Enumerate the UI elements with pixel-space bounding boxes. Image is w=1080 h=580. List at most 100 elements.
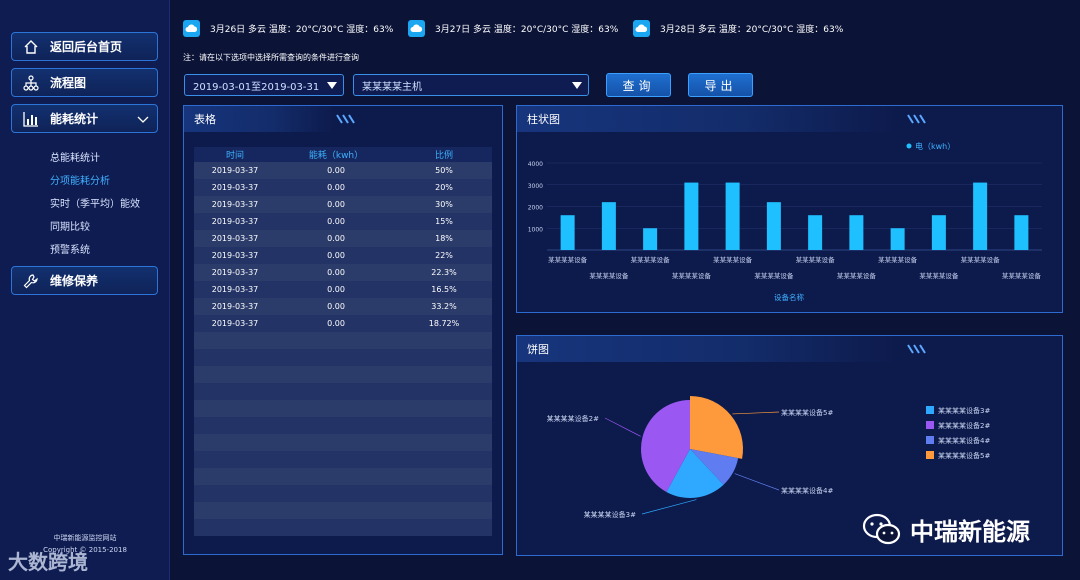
bar [684,182,699,250]
dropdown-arrow-icon [327,82,337,89]
legend-label: 电（kwh） [915,141,955,151]
table-row: 2019-03-37 0.00 20% [194,179,492,196]
pie-leader-line [641,499,697,515]
legend-swatch [926,421,934,429]
sub-item-alert[interactable]: 预警系统 [50,245,90,256]
table-cell: 2019-03-37 [211,302,259,311]
maintenance-button[interactable]: 维修保养 [11,266,158,295]
table-row: 2019-03-37 0.00 18.72% [194,315,492,332]
energy-stats-button[interactable]: 能耗统计 [11,104,158,133]
table-row: 2019-03-37 0.00 50% [194,162,492,179]
legend-marker [906,143,912,149]
pie-slice [690,449,739,485]
pie-slice [690,396,743,459]
pie-slice [641,400,690,492]
table-row: 2019-03-37 0.00 16.5% [194,281,492,298]
weather-text: 3月28日 多云 温度：20°C/30°C 湿度：63% [660,25,844,35]
weather-text: 3月26日 多云 温度：20°C/30°C 湿度：63% [210,25,394,35]
table-row: 2019-03-37 0.00 33.2% [194,298,492,315]
table-cell: 2019-03-37 [211,166,259,175]
legend-label: 某某某某设备3# [938,406,990,415]
dropdown-arrow-icon [572,82,582,89]
pie-slice [666,449,724,498]
legend-swatch [926,451,934,459]
panel-title: 柱状图 [517,106,897,132]
cloud-icon [408,20,425,37]
table-cell: 0.00 [327,217,345,226]
flowchart-icon [22,74,40,92]
sidebar: 返回后台首页 流程图 能耗统计 总能耗统计 分项能耗分析 实时（季平均）能效 同… [0,0,170,580]
table-row [194,383,492,400]
maintenance-label: 维修保养 [50,274,99,288]
weather-day-1: 3月26日 多云 温度：20°C/30°C 湿度：63% [183,20,393,37]
table-cell: 0.00 [327,319,345,328]
y-tick-label: 2000 [528,205,543,212]
flow-button[interactable]: 流程图 [11,68,158,97]
table-row [194,417,492,434]
y-tick-label: 4000 [528,161,543,168]
table-cell: 0.00 [327,251,345,260]
pie-data-label: 某某某某设备3# [584,510,636,519]
query-button[interactable]: 查询 [606,73,671,97]
bar [890,228,905,250]
bar [766,202,781,250]
wrench-icon [22,272,40,290]
x-tick-label: 某某某某设备 [796,255,836,264]
pie-leader-line [732,411,780,415]
sub-item-itemized[interactable]: 分项能耗分析 [50,176,110,187]
table-cell: 2019-03-37 [211,234,259,243]
query-note: 注：请在以下选项中选择所需查询的条件进行查询 [183,53,359,62]
table-cell: 0.00 [327,302,345,311]
bar [808,215,823,250]
y-tick-label: 1000 [528,226,543,233]
table-row: 2019-03-37 0.00 22% [194,247,492,264]
table-cell: 0.00 [327,234,345,243]
pie-data-label: 某某某某设备4# [781,486,833,495]
bar [560,215,575,250]
table-cell: 18% [435,234,453,243]
decor-slashes-icon [907,344,926,354]
table-cell: 2019-03-37 [211,183,259,192]
table-row [194,519,492,536]
x-tick-label: 某某某某设备 [589,271,629,280]
table-row [194,451,492,468]
table-cell: 20% [435,183,453,192]
panel-title: 表格 [184,106,334,132]
table-cell: 18.72% [428,319,460,328]
bar [601,202,616,250]
home-button[interactable]: 返回后台首页 [11,32,158,61]
home-label: 返回后台首页 [50,40,123,54]
table-cell: 2019-03-37 [211,251,259,260]
table-cell: 22% [435,251,453,260]
sub-item-total[interactable]: 总能耗统计 [50,153,100,164]
pie-data-label: 某某某某设备5# [781,408,833,417]
table-cell: 0.00 [327,285,345,294]
sub-item-comparison[interactable]: 同期比较 [50,222,90,233]
export-button[interactable]: 导出 [688,73,753,97]
bar [1014,215,1029,250]
table-cell: 30% [435,200,453,209]
table-row: 2019-03-37 0.00 22.3% [194,264,492,281]
data-table: 时间 能耗（kwh） 比例 2019-03-37 0.00 50% 2019-03-3… [194,147,492,536]
table-cell: 2019-03-37 [211,217,259,226]
weather-day-2: 3月27日 多云 温度：20°C/30°C 湿度：63% [408,20,618,37]
sub-item-realtime[interactable]: 实时（季平均）能效 [50,199,140,210]
column-header: 比例 [434,151,453,161]
table-row: 2019-03-37 0.00 15% [194,213,492,230]
pie-leader-line [734,473,780,491]
pie-leader-line [604,417,641,437]
table-row [194,485,492,502]
x-tick-label: 某某某某设备 [837,271,877,280]
watermark-right-text: 中瑞新能源 [910,518,1030,546]
panel-title: 饼图 [517,336,897,362]
bar-chart: 1000200030004000某某某某设备某某某某设备某某某某设备某某某某设备… [528,141,1042,302]
table-cell: 2019-03-37 [211,319,259,328]
table-cell: 0.00 [327,183,345,192]
table-cell: 15% [435,217,453,226]
legend-swatch [926,406,934,414]
table-cell: 50% [435,166,453,175]
host-select[interactable]: 某某某某主机 [353,74,589,96]
date-range-select[interactable]: 2019-03-01至2019-03-31 [184,74,344,96]
y-tick-label: 3000 [528,183,543,190]
wechat-icon [862,513,901,544]
